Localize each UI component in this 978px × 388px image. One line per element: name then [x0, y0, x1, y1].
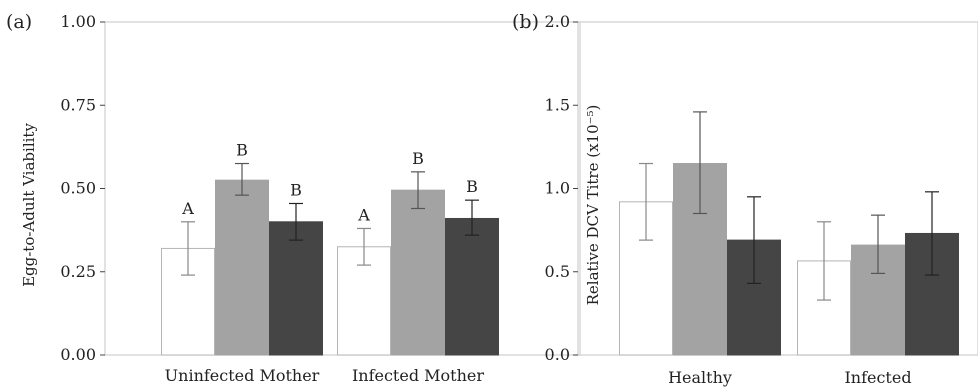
- y-tick-label: 1.0: [545, 179, 570, 198]
- significance-letter: B: [412, 149, 424, 168]
- panel-a-y-ticks: 0.00 0.25 0.50 0.75 1.00: [60, 12, 105, 364]
- panel-a-categories: Uninfected Mother Infected Mother: [165, 366, 485, 385]
- category-label: Uninfected Mother: [165, 366, 320, 385]
- significance-letter: B: [466, 177, 478, 196]
- bar: [391, 189, 445, 356]
- panel-b-y-axis-label: Relative DCV Titre (x10⁻⁵): [584, 105, 602, 306]
- significance-letter: B: [290, 180, 302, 199]
- significance-letter: B: [236, 141, 248, 160]
- category-label: Healthy: [668, 368, 732, 387]
- y-tick-label: 0.5: [545, 262, 570, 281]
- panel-a-label: (a): [6, 11, 32, 33]
- y-tick-label: 1.00: [60, 12, 96, 31]
- y-tick-label: 0.25: [60, 262, 96, 281]
- panel-b-bars: [619, 111, 959, 356]
- bar: [269, 221, 323, 356]
- panel-b-y-ticks: 0.0 0.5 1.0 1.5 2.0: [545, 12, 578, 364]
- bar: [797, 260, 851, 356]
- significance-letter: A: [181, 199, 194, 218]
- y-tick-label: 0.75: [60, 95, 96, 114]
- category-label: Infected: [844, 368, 911, 387]
- y-tick-label: 2.0: [545, 12, 570, 31]
- significance-letter: A: [357, 205, 370, 224]
- panel-a: (a) Egg-to-Adult Viability 0.000.250.500…: [6, 11, 581, 385]
- y-tick-label: 0.0: [545, 345, 570, 364]
- y-tick-label: 1.5: [545, 95, 570, 114]
- panel-b: (b) Relative DCV Titre (x10⁻⁵) 0.0 0.5 1.0…: [512, 11, 978, 387]
- y-tick-label: 0.50: [60, 179, 96, 198]
- bar: [445, 217, 499, 356]
- panel-b-categories: Healthy Infected: [668, 368, 911, 387]
- category-label: Infected Mother: [352, 366, 484, 385]
- bar: [215, 179, 269, 356]
- panel-b-label: (b): [512, 11, 539, 33]
- panel-a-y-axis-label: Egg-to-Adult Viability: [20, 123, 38, 287]
- y-tick-label: 0.00: [60, 345, 96, 364]
- panel-a-bars: A B B A B B: [161, 141, 499, 356]
